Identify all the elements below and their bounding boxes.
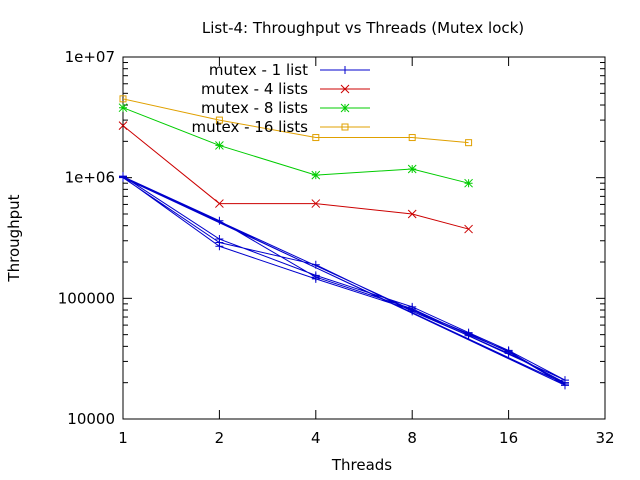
data-point: [340, 103, 350, 113]
x-tick-label: 8: [407, 429, 417, 447]
chart-title: List-4: Throughput vs Threads (Mutex loc…: [202, 19, 524, 37]
legend-label: mutex - 8 lists: [201, 99, 308, 117]
x-axis-label: Threads: [331, 456, 392, 474]
x-tick-label: 4: [311, 429, 321, 447]
data-point: [311, 273, 320, 282]
series: [119, 95, 473, 147]
data-point: [341, 66, 349, 74]
data-point: [311, 199, 321, 208]
data-point: [408, 307, 417, 316]
data-point: [215, 116, 223, 124]
data-point: [215, 199, 224, 208]
data-point: [341, 123, 349, 131]
data-point: [340, 84, 350, 94]
plot-frame: [122, 56, 606, 420]
data-point: [119, 95, 127, 103]
y-tick-label: 100000: [58, 289, 115, 307]
data-point: [504, 349, 513, 358]
data-point: [215, 141, 224, 150]
legend-label: mutex - 1 list: [209, 61, 308, 79]
x-tick-label: 16: [499, 429, 518, 447]
x-tick-label: 2: [215, 429, 225, 447]
series: [119, 172, 569, 390]
series-line: [122, 175, 566, 386]
series: [118, 121, 473, 234]
x-tick-label: 32: [595, 429, 614, 447]
y-axis: 10000 100000 1e+06 1e+07: [58, 48, 605, 428]
y-tick-label: 1e+07: [65, 48, 115, 66]
x-tick-label: 1: [118, 429, 128, 447]
data-point: [118, 103, 128, 113]
data-point: [408, 134, 416, 142]
data-point: [465, 139, 473, 147]
data-point: [560, 378, 569, 387]
data-point: [118, 121, 128, 130]
y-tick-label: 10000: [67, 410, 115, 428]
data-point: [464, 224, 473, 234]
series-line: [122, 98, 469, 144]
data-point: [407, 209, 417, 219]
data-point: [119, 173, 127, 182]
x-axis: 1 2 4 8 16 32: [118, 57, 615, 447]
data-point: [407, 164, 417, 174]
data-point: [215, 216, 224, 225]
series: [118, 103, 473, 188]
data-point: [311, 170, 321, 180]
y-tick-label: 1e+06: [65, 169, 115, 187]
data-point: [464, 331, 473, 340]
data-point: [215, 238, 224, 247]
data-point: [312, 134, 320, 142]
data-point: [311, 260, 320, 269]
series-line: [122, 125, 469, 230]
y-axis-label: Throughput: [5, 194, 23, 282]
legend-label: mutex - 16 lists: [192, 118, 309, 136]
series-layer: [118, 95, 569, 390]
data-point: [464, 178, 473, 188]
legend-label: mutex - 4 lists: [201, 80, 308, 98]
